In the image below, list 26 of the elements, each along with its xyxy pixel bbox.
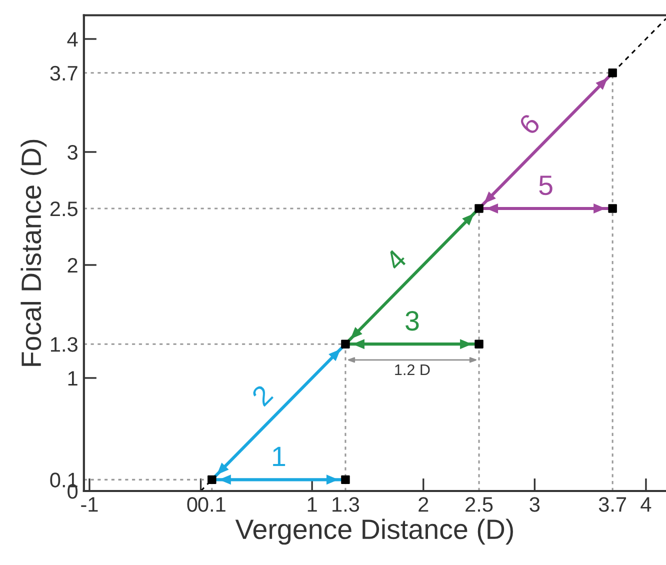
x-tick-label: 1	[308, 497, 317, 512]
y-tick-label: 3.7	[50, 66, 78, 81]
annotation: 1.2 D	[395, 364, 430, 376]
annotation: 2	[250, 384, 274, 407]
y-axis-title: Focal Distance (D)	[20, 140, 47, 366]
y-tick-label: 4	[67, 32, 78, 47]
y-tick-label: 2.5	[50, 201, 78, 216]
annotation: 1	[273, 446, 286, 466]
x-axis-title: Vergence Distance (D)	[235, 518, 513, 545]
x-tick-label: 2	[418, 497, 428, 512]
x-tick-label: -1	[81, 497, 98, 512]
x-tick-label: 2.5	[466, 497, 493, 512]
x-tick-label: 3	[530, 497, 540, 512]
annotation: 4	[384, 248, 408, 272]
x-tick-label: 1.3	[332, 497, 360, 512]
x-tick-label: 4	[640, 497, 652, 512]
y-tick-label: 1.3	[50, 337, 78, 352]
annotation: 3	[406, 311, 419, 331]
x-tick-label: 3.7	[598, 497, 626, 512]
annotation: 5	[539, 176, 552, 196]
x-tick-label: 0.1	[198, 497, 226, 512]
y-tick-label: 1	[68, 371, 78, 386]
x-tick-label: 0	[187, 497, 198, 512]
y-tick-label: 3	[68, 144, 78, 160]
y-tick-label: 2	[68, 258, 78, 273]
annotation: 6	[518, 112, 541, 136]
